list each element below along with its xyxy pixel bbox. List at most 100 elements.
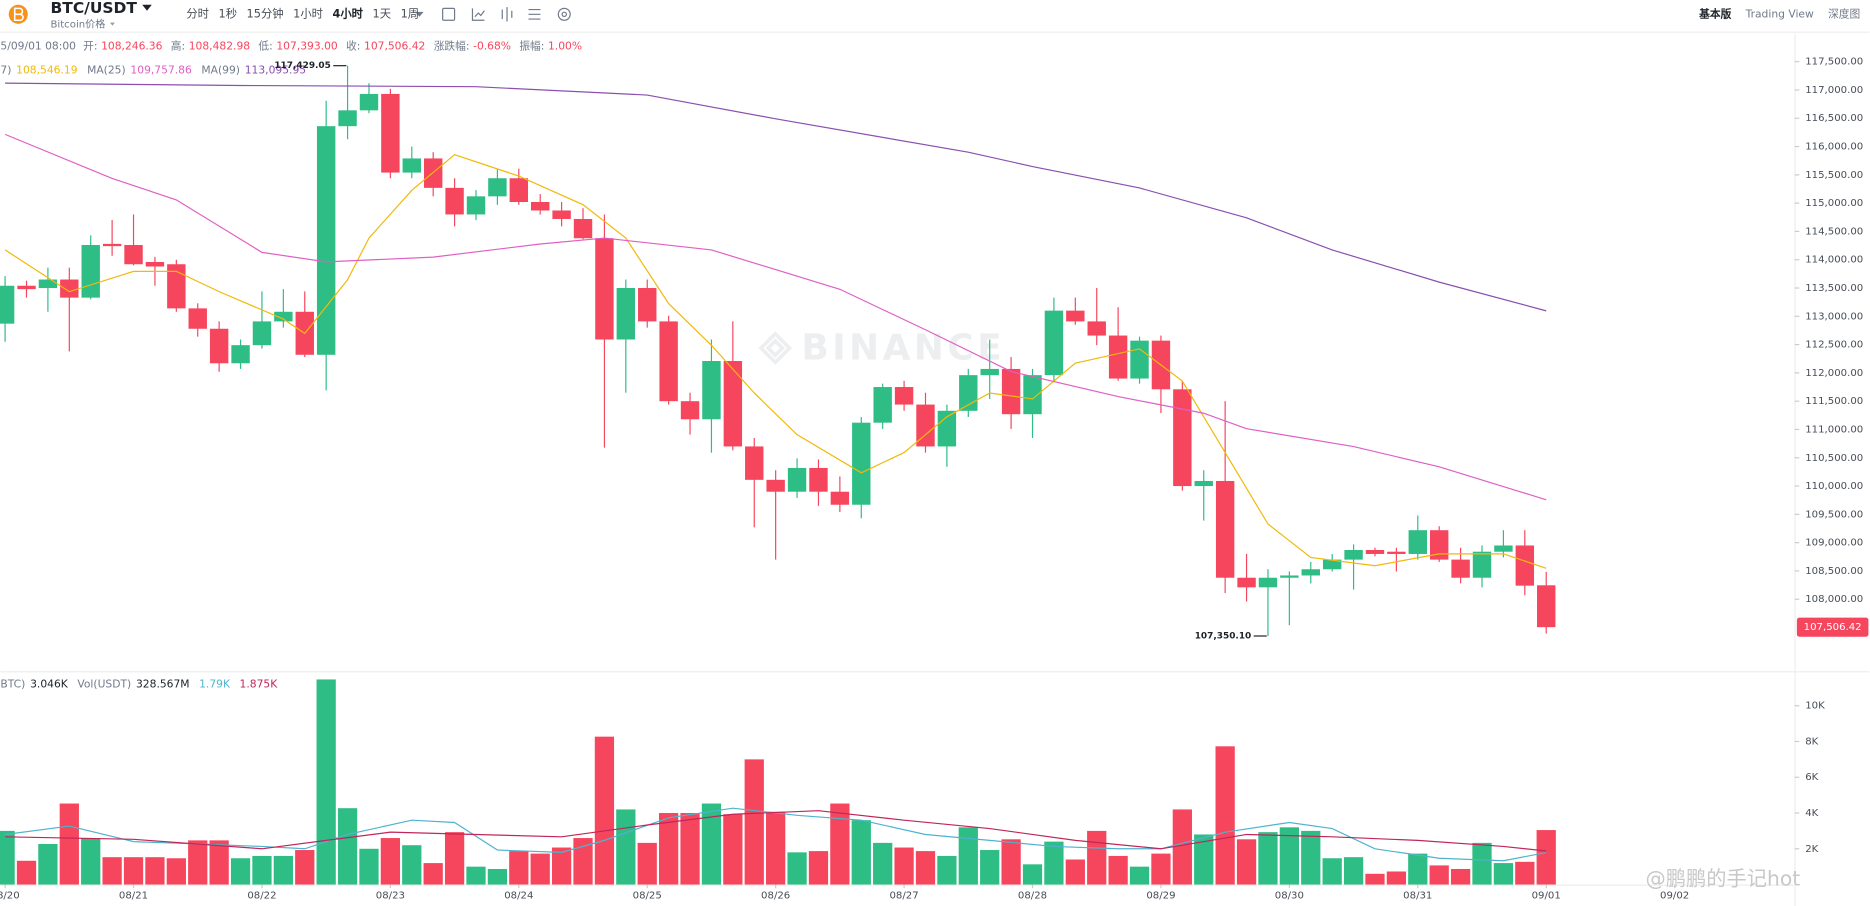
info-label: 涨跌幅: — [434, 39, 470, 52]
volume-bar — [1322, 858, 1342, 885]
volume-bar — [873, 842, 893, 885]
x-tick-label: 08/20 — [0, 890, 20, 901]
view-tab[interactable]: Trading View — [1745, 7, 1814, 20]
interval-tab[interactable]: 分时 — [186, 6, 209, 20]
settings-list-icon[interactable] — [528, 8, 541, 20]
interval-tab[interactable]: 1周 — [401, 6, 420, 20]
candle-body — [573, 218, 593, 239]
x-tick-label: 08/21 — [119, 890, 148, 901]
y-tick-label: 109,000.00 — [1805, 538, 1863, 549]
volume-bar — [337, 808, 358, 885]
info-value: 1.00% — [548, 39, 582, 52]
ma-legend-value: 113,095.95 — [245, 63, 306, 76]
ma-line — [4, 133, 1547, 501]
symbol: BTC/USDT — [50, 0, 137, 17]
y-tick-label: 114,000.00 — [1805, 255, 1863, 266]
candle-body — [830, 491, 850, 505]
candle-body — [1451, 559, 1470, 578]
candle-body — [1001, 368, 1021, 415]
volume-bar — [16, 860, 37, 885]
volume-bar — [766, 811, 786, 885]
volume-bar — [1515, 861, 1535, 885]
candle-body — [1280, 575, 1299, 578]
candle-body — [1429, 530, 1449, 560]
candle-body — [338, 110, 357, 127]
candle-body — [873, 387, 892, 423]
candle-body — [167, 264, 186, 309]
x-tick-label: 08/23 — [376, 890, 405, 901]
y-tick-label: 110,500.00 — [1805, 453, 1863, 464]
volume-bar — [680, 813, 700, 885]
y-tick-label: 108,500.00 — [1805, 566, 1863, 577]
volume-ma-line — [5, 810, 1547, 852]
volume-bar — [787, 852, 807, 885]
volume-bar — [1044, 841, 1064, 885]
view-tab[interactable]: 基本版 — [1698, 7, 1731, 20]
candle-body — [81, 245, 100, 298]
candle-body — [1365, 550, 1385, 554]
info-label: 低: — [258, 39, 272, 52]
calendar-icon[interactable] — [442, 7, 456, 21]
candle-body — [723, 361, 743, 447]
interval-tab[interactable]: 1天 — [373, 6, 392, 20]
volume-bar — [1450, 868, 1471, 885]
candle-body — [274, 311, 293, 322]
candle-body — [595, 238, 614, 340]
annotation-label: 117,429.05 — [274, 61, 331, 71]
view-tab[interactable]: 深度图 — [1828, 7, 1860, 20]
candle-body — [488, 178, 507, 197]
volume-bar — [958, 827, 978, 885]
candle-body — [1194, 480, 1213, 487]
interval-more[interactable] — [415, 11, 424, 17]
volume-bar — [1194, 834, 1214, 885]
candle-body — [209, 328, 229, 364]
x-tick-label: 08/27 — [889, 890, 918, 901]
watermark: BINANCE — [758, 327, 1002, 368]
y-tick-label: 6K — [1805, 772, 1818, 783]
candle-body — [1494, 545, 1513, 552]
info-label: 开: — [83, 39, 97, 52]
volume-bar — [230, 858, 251, 885]
candle-body — [1515, 545, 1535, 586]
chart-type-icon[interactable] — [471, 8, 485, 21]
volume-bar — [466, 866, 486, 885]
interval-tab[interactable]: 4小时 — [333, 6, 364, 20]
candle-body — [188, 308, 207, 329]
x-tick-label: 09/01 — [1532, 890, 1561, 901]
volume-bar — [1279, 827, 1299, 885]
settings-icon[interactable] — [557, 7, 571, 21]
candle-body — [231, 345, 250, 364]
volume-bar — [659, 813, 679, 885]
candle-body — [1322, 559, 1342, 570]
volume-bar — [830, 803, 850, 885]
y-tick-label: 116,500.00 — [1805, 113, 1863, 124]
symbol-dropdown[interactable] — [142, 4, 152, 11]
indicator-icon[interactable] — [501, 7, 513, 22]
subtitle: Bitcoin价格 — [50, 17, 105, 30]
volume-bar — [145, 857, 165, 885]
volume-bar — [1365, 873, 1385, 885]
interval-tab[interactable]: 1小时 — [293, 6, 323, 20]
interval-tab[interactable]: 15分钟 — [247, 6, 284, 20]
volume-legend-name: Vol(USDT) — [77, 677, 131, 690]
volume-legend-value: 3.046K — [30, 677, 69, 690]
volume-bar — [295, 850, 315, 885]
volume-bar — [1172, 809, 1192, 885]
subtitle-arrow — [110, 22, 115, 26]
interval-tab[interactable]: 1秒 — [219, 6, 238, 20]
x-tick-label: 09/02 — [1660, 890, 1689, 901]
volume-bar — [616, 809, 636, 885]
y-tick-label: 111,500.00 — [1805, 396, 1863, 407]
y-tick-label: 112,500.00 — [1805, 340, 1863, 351]
last-price-tag — [1796, 617, 1869, 637]
candle-body — [1066, 310, 1085, 322]
candle-body — [1387, 551, 1406, 554]
ma-legend-name: MA(99) — [201, 63, 240, 76]
x-tick-label: 08/26 — [761, 890, 790, 901]
candle-body — [766, 479, 785, 492]
volume-bar — [1386, 871, 1407, 885]
candle-body — [745, 446, 764, 480]
candle-body — [702, 361, 721, 420]
candle-body — [17, 285, 36, 290]
